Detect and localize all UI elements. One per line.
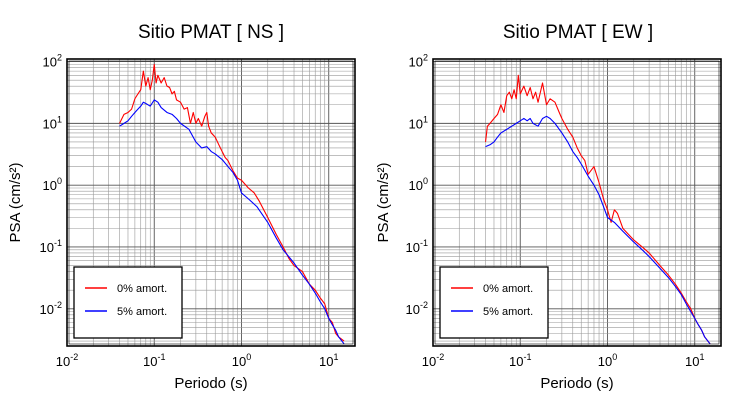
x-axis-label: Periodo (s) <box>540 375 613 392</box>
x-tick-label-base: 10 <box>319 354 333 369</box>
plot-frame-inner <box>68 60 354 345</box>
series-line-undamped <box>484 74 711 345</box>
y-tick-label-base: 10 <box>406 240 420 255</box>
y-tick-label-exponent: -2 <box>54 300 62 310</box>
y-tick-label: 10-1 <box>406 238 428 255</box>
y-tick-label-exponent: -1 <box>420 238 428 248</box>
y-tick-label: 101 <box>43 114 62 131</box>
plot-frame <box>432 58 722 347</box>
legend: 0% amort. 5% amort. <box>439 266 549 339</box>
y-tick-label: 102 <box>43 53 62 70</box>
x-axis-label: Periodo (s) <box>174 375 247 392</box>
series-line-undamped <box>119 63 345 342</box>
y-tick-label-exponent: 0 <box>57 176 62 186</box>
y-tick-label: 10-1 <box>40 238 62 255</box>
x-tick-label: 10-1 <box>509 352 531 369</box>
x-tick-label: 101 <box>319 352 338 369</box>
legend-label: 0% amort. <box>483 283 533 295</box>
y-tick-label: 100 <box>409 176 428 193</box>
x-tick-label-base: 10 <box>232 354 246 369</box>
x-tick-label-exponent: 1 <box>333 352 338 362</box>
legend-box <box>73 266 183 339</box>
y-tick-label-exponent: 1 <box>423 114 428 124</box>
y-tick-label-base: 10 <box>409 55 423 70</box>
y-tick-label-base: 10 <box>409 116 423 131</box>
y-tick-label-exponent: -1 <box>54 238 62 248</box>
y-tick-label-exponent: 0 <box>423 176 428 186</box>
grid <box>432 59 722 346</box>
series-line-damped-5pct <box>485 115 711 345</box>
x-tick-label: 10-2 <box>56 352 78 369</box>
y-tick-label-exponent: 2 <box>423 53 428 63</box>
y-tick-label-base: 10 <box>40 302 54 317</box>
x-tick-label-exponent: 0 <box>246 352 251 362</box>
y-tick-label-exponent: 1 <box>57 114 62 124</box>
x-tick-label-exponent: 0 <box>612 352 617 362</box>
y-tick-label-base: 10 <box>43 178 57 193</box>
chart-title: Sitio PMAT [ EW ] <box>503 22 653 43</box>
series-line-damped-5pct <box>119 99 345 345</box>
legend: 0% amort. 5% amort. <box>73 266 183 339</box>
chart-title: Sitio PMAT [ NS ] <box>138 22 284 43</box>
y-tick-label-base: 10 <box>409 178 423 193</box>
legend-label: 0% amort. <box>117 283 167 295</box>
x-tick-label: 101 <box>685 352 704 369</box>
y-tick-label-exponent: -2 <box>420 300 428 310</box>
x-tick-label-base: 10 <box>598 354 612 369</box>
y-tick-label-base: 10 <box>40 240 54 255</box>
x-tick-label-exponent: -2 <box>436 352 444 362</box>
y-tick-label: 102 <box>409 53 428 70</box>
y-tick-label: 10-2 <box>406 300 428 317</box>
x-tick-label: 100 <box>232 352 251 369</box>
y-axis-label: PSA (cm/s²) <box>7 162 24 242</box>
x-tick-label-exponent: -1 <box>523 352 531 362</box>
x-tick-label-exponent: -1 <box>157 352 165 362</box>
x-tick-label-base: 10 <box>143 354 157 369</box>
x-tick-label-base: 10 <box>56 354 70 369</box>
y-tick-label-base: 10 <box>43 55 57 70</box>
x-tick-label: 10-2 <box>422 352 444 369</box>
legend-label: 5% amort. <box>117 306 167 318</box>
x-tick-label-base: 10 <box>422 354 436 369</box>
y-tick-label-base: 10 <box>406 302 420 317</box>
x-tick-label: 100 <box>598 352 617 369</box>
x-tick-label-exponent: -2 <box>70 352 78 362</box>
y-tick-label: 10-2 <box>40 300 62 317</box>
legend-label: 5% amort. <box>483 306 533 318</box>
y-tick-label: 101 <box>409 114 428 131</box>
y-axis-label: PSA (cm/s²) <box>375 162 392 242</box>
y-tick-label: 100 <box>43 176 62 193</box>
x-tick-label: 10-1 <box>143 352 165 369</box>
y-tick-label-exponent: 2 <box>57 53 62 63</box>
x-tick-label-base: 10 <box>509 354 523 369</box>
y-tick-label-base: 10 <box>43 116 57 131</box>
x-tick-label-exponent: 1 <box>699 352 704 362</box>
plot-frame <box>66 58 356 347</box>
x-tick-label-base: 10 <box>685 354 699 369</box>
plot-frame-inner <box>434 60 720 345</box>
legend-box <box>439 266 549 339</box>
